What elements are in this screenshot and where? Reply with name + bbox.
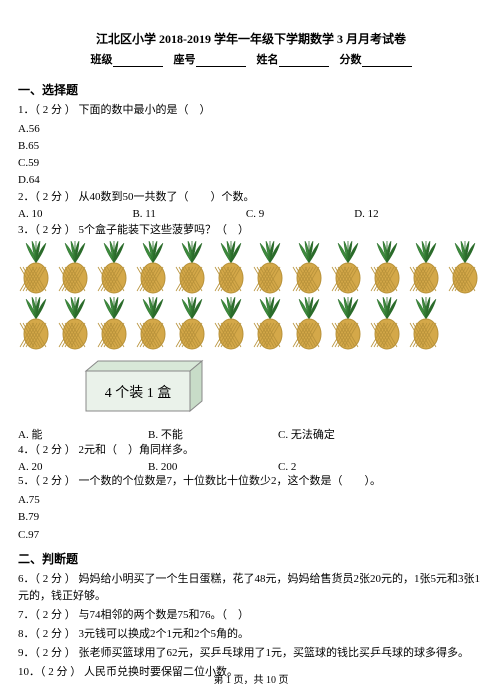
q2-option-b: B. 11 <box>132 208 155 220</box>
q1-option-c: C.59 <box>18 155 484 172</box>
question-6: 6．（ 2 分 ） 妈妈给小明买了一个生日蛋糕，花了48元，妈妈给售货员2张20… <box>18 571 484 605</box>
pineapple-icon <box>213 241 249 295</box>
name-label: 姓名 <box>257 54 279 66</box>
q1-option-d: D.64 <box>18 172 484 189</box>
pineapple-row-1 <box>18 241 484 295</box>
question-2: 2．（ 2 分 ） 从40数到50一共数了（ ）个数。 <box>18 189 484 206</box>
q3-options: A. 能 B. 不能 C. 无法确定 <box>18 426 484 442</box>
question-7: 7．（ 2 分 ） 与74相邻的两个数是75和76。（ ） <box>18 607 484 624</box>
q4-option-b: B. 200 <box>148 461 278 473</box>
box-label: 4 个装 1 盒 <box>105 384 172 401</box>
q1-option-a: A.56 <box>18 121 484 138</box>
pineapple-icon <box>57 297 93 351</box>
seat-blank <box>196 55 246 67</box>
q5-option-a: A.75 <box>18 492 484 509</box>
q3-option-b: B. 不能 <box>148 426 278 442</box>
q4-option-c: C. 2 <box>278 461 296 473</box>
pineapple-icon <box>174 297 210 351</box>
q2-options: A. 10 B. 11 C. 9 D. 12 <box>18 208 484 220</box>
pineapple-icon <box>291 297 327 351</box>
section-1-title: 一、选择题 <box>18 81 484 98</box>
question-8: 8．（ 2 分 ） 3元钱可以换成2个1元和2个5角的。 <box>18 626 484 643</box>
exam-title: 江北区小学 2018-2019 学年一年级下学期数学 3 月月考试卷 <box>18 30 484 47</box>
pineapple-icon <box>174 241 210 295</box>
section-2-title: 二、判断题 <box>18 550 484 567</box>
q1-option-b: B.65 <box>18 138 484 155</box>
pineapple-icon <box>135 241 171 295</box>
pineapple-icon <box>369 297 405 351</box>
question-5: 5．（ 2 分 ） 一个数的个位数是7，十位数比十位数少2，这个数是（ ）。 <box>18 473 484 490</box>
score-blank <box>362 55 412 67</box>
q5-option-b: B.79 <box>18 509 484 526</box>
q4-option-a: A. 20 <box>18 461 148 473</box>
question-4: 4．（ 2 分 ） 2元和（ ）角同样多。 <box>18 442 484 459</box>
pineapple-icon <box>96 297 132 351</box>
pineapple-icon <box>291 241 327 295</box>
q3-option-c: C. 无法确定 <box>278 426 335 442</box>
pineapple-icon <box>330 241 366 295</box>
q2-option-d: D. 12 <box>354 208 378 220</box>
question-3: 3．（ 2 分 ） 5个盒子能装下这些菠萝吗？（ ） <box>18 222 484 239</box>
seat-label: 座号 <box>174 54 196 66</box>
header-row: 班级 座号 姓名 分数 <box>18 51 484 67</box>
pineapple-icon <box>369 241 405 295</box>
pineapple-icon <box>57 241 93 295</box>
q1-options: A.56 B.65 C.59 D.64 <box>18 121 484 189</box>
box-container: 4 个装 1 盒 <box>68 357 484 422</box>
pineapple-icon <box>408 297 444 351</box>
class-blank <box>113 55 163 67</box>
pineapple-icon <box>18 241 54 295</box>
page-footer: 第 1 页，共 10 页 <box>0 671 502 686</box>
q2-option-a: A. 10 <box>18 208 42 220</box>
pineapple-icon <box>135 297 171 351</box>
question-9: 9．（ 2 分 ） 张老师买篮球用了62元，买乒乓球用了1元，买篮球的钱比买乒乓… <box>18 645 484 662</box>
pineapple-row-2 <box>18 297 484 351</box>
q5-options: A.75 B.79 C.97 <box>18 492 484 543</box>
pineapple-icon <box>252 241 288 295</box>
pineapple-icon <box>330 297 366 351</box>
pineapple-icon <box>18 297 54 351</box>
q3-option-a: A. 能 <box>18 426 148 442</box>
pineapple-icon <box>408 241 444 295</box>
pineapple-icon <box>447 241 483 295</box>
class-label: 班级 <box>91 54 113 66</box>
box-icon: 4 个装 1 盒 <box>68 357 208 419</box>
question-1: 1．（ 2 分 ） 下面的数中最小的是（ ） <box>18 102 484 119</box>
pineapple-icon <box>213 297 249 351</box>
name-blank <box>279 55 329 67</box>
score-label: 分数 <box>340 54 362 66</box>
pineapple-icon <box>252 297 288 351</box>
q5-option-c: C.97 <box>18 527 484 544</box>
q2-option-c: C. 9 <box>246 208 264 220</box>
pineapple-icon <box>96 241 132 295</box>
q4-options: A. 20 B. 200 C. 2 <box>18 461 484 473</box>
